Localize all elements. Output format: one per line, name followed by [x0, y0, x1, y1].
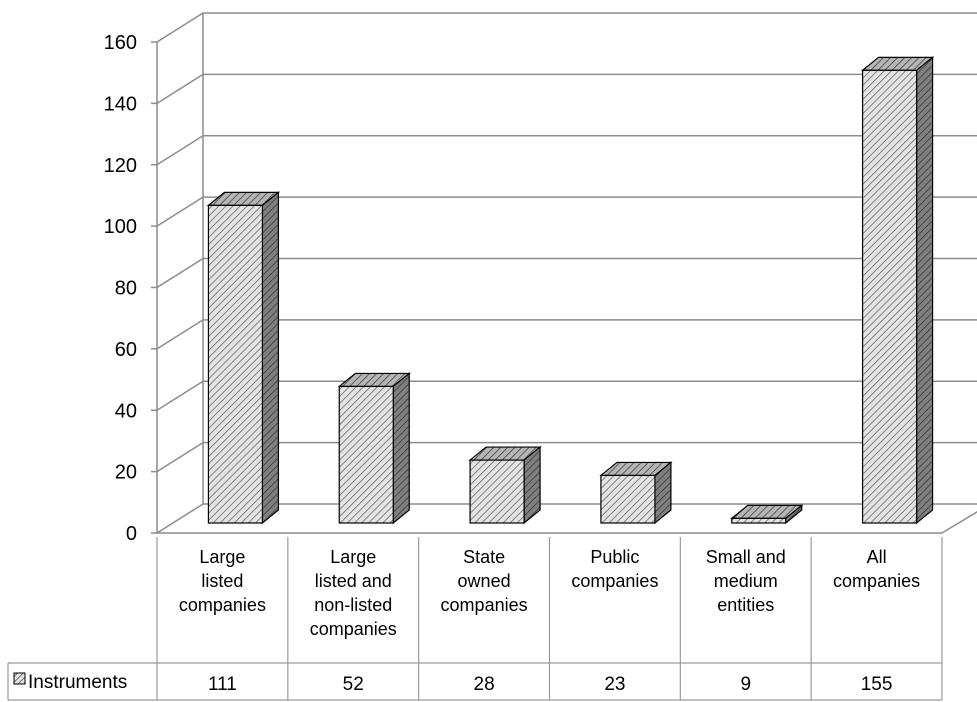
gridline: [156, 12, 977, 43]
gridline: [156, 196, 977, 227]
category-label: companies: [310, 619, 397, 639]
category-label: medium: [714, 571, 778, 591]
category-label: Small and: [706, 547, 786, 567]
bar-front: [600, 474, 656, 524]
bar-side: [392, 372, 410, 525]
category-label: companies: [571, 571, 658, 591]
data-value: 28: [474, 674, 495, 695]
data-value: 23: [604, 674, 625, 695]
category-label: companies: [441, 595, 528, 615]
gridline: [156, 503, 977, 534]
category-label: All: [867, 547, 887, 567]
category-label: State: [463, 547, 505, 567]
gridline: [156, 73, 977, 105]
data-value: 111: [208, 674, 237, 695]
bar-front: [338, 385, 394, 524]
bar: [599, 461, 673, 525]
y-axis: 0 20 40 60 80 100 120 140 160: [104, 32, 157, 545]
gridline: [156, 319, 977, 350]
bar-side: [523, 445, 541, 525]
bars: [206, 56, 935, 525]
legend-series-name: Instruments: [28, 672, 127, 693]
legend-swatch: [13, 672, 26, 685]
y-tick-label: 40: [115, 400, 137, 422]
category-label: listed: [201, 571, 243, 591]
y-tick-label: 80: [115, 278, 137, 300]
gridlines: [156, 12, 977, 534]
category-label: companies: [833, 571, 920, 591]
bar-front: [861, 69, 918, 524]
bar: [730, 504, 804, 525]
data-value: 52: [343, 674, 364, 695]
gridline: [156, 441, 977, 473]
gridline: [156, 135, 977, 166]
category-label: listed and: [315, 571, 392, 591]
data-table: Large listed companies Large listed and non-l…: [7, 537, 943, 701]
data-value: 9: [740, 674, 751, 695]
bar: [337, 372, 411, 525]
data-value: 155: [861, 674, 893, 695]
bar-side: [261, 191, 280, 525]
bar-side: [915, 56, 934, 525]
category-label: Public: [590, 547, 639, 567]
bar-front: [207, 204, 264, 524]
y-tick-label: 100: [104, 216, 137, 238]
y-tick-label: 160: [104, 32, 137, 54]
bar: [468, 445, 542, 525]
floor-edge: [157, 510, 977, 534]
category-label: entities: [717, 595, 774, 615]
bar: [206, 191, 281, 525]
bar-front: [731, 517, 787, 524]
y-tick-label: 20: [115, 462, 137, 484]
y-tick-label: 120: [104, 155, 137, 177]
category-label: Large: [330, 547, 376, 567]
category-label: companies: [179, 595, 266, 615]
y-tick-label: 60: [115, 339, 137, 361]
category-label: Large: [199, 547, 245, 567]
gridline: [156, 380, 977, 411]
bar: [860, 56, 935, 525]
y-tick-label: 140: [104, 93, 137, 115]
category-label: non-listed: [314, 595, 392, 615]
bar-front: [469, 459, 525, 524]
y-tick-label: 0: [126, 523, 137, 545]
gridline: [156, 257, 977, 289]
category-label: owned: [458, 571, 511, 591]
